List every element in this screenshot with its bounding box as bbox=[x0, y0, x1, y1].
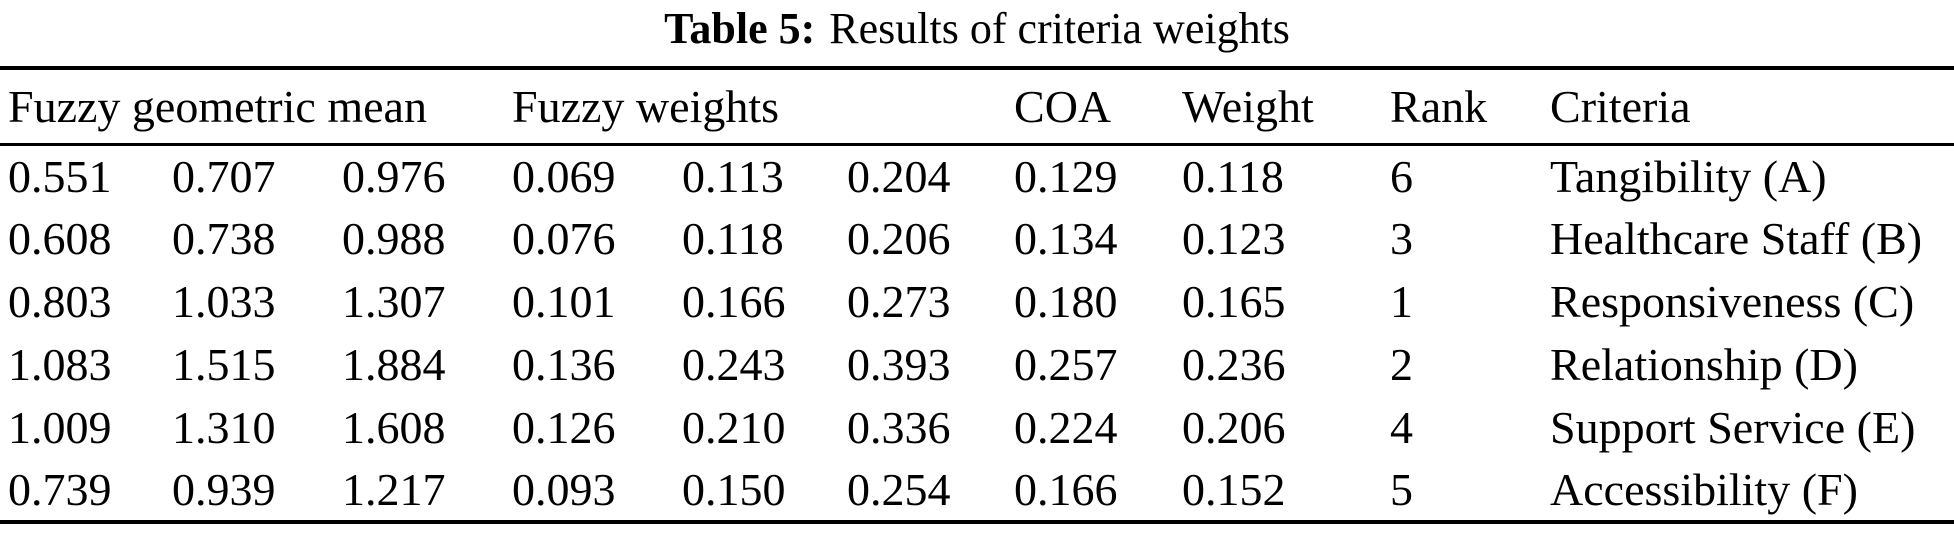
cell-weight: 0.206 bbox=[1182, 402, 1286, 454]
cell-fgm-m: 1.515 bbox=[172, 339, 276, 391]
cell-fgm-l: 0.739 bbox=[8, 464, 112, 516]
header-weight: Weight bbox=[1182, 68, 1391, 146]
table-caption-text: Results of criteria weights bbox=[829, 4, 1290, 53]
cell-coa: 0.134 bbox=[1014, 213, 1118, 265]
cell-criteria: Relationship (D) bbox=[1550, 339, 1858, 391]
cell-fw-l: 0.093 bbox=[512, 464, 616, 516]
cell-fgm-u: 1.608 bbox=[342, 402, 446, 454]
cell-criteria: Support Service (E) bbox=[1550, 402, 1916, 454]
cell-weight: 0.123 bbox=[1182, 213, 1286, 265]
header-fuzzy-geometric-mean: Fuzzy geometric mean bbox=[0, 68, 513, 146]
cell-fgm-u: 0.976 bbox=[342, 151, 446, 203]
cell-rank: 2 bbox=[1390, 339, 1414, 391]
cell-fw-m: 0.210 bbox=[682, 402, 786, 454]
cell-fw-m: 0.166 bbox=[682, 276, 786, 328]
cell-fgm-u: 1.307 bbox=[342, 276, 446, 328]
table-header: Fuzzy geometric mean Fuzzy weights COA W… bbox=[0, 68, 1954, 146]
cell-fw-u: 0.206 bbox=[847, 213, 951, 265]
cell-fw-m: 0.243 bbox=[682, 339, 786, 391]
cell-fgm-l: 0.551 bbox=[8, 151, 112, 203]
cell-fgm-u: 0.988 bbox=[342, 213, 446, 265]
cell-fgm-l: 1.009 bbox=[8, 402, 112, 454]
header-rank: Rank bbox=[1390, 68, 1551, 146]
cell-fw-u: 0.336 bbox=[847, 402, 951, 454]
table-row-healthcare-staff: 0.608 0.738 0.988 0.076 0.118 0.206 0.13… bbox=[0, 207, 1954, 270]
cell-coa: 0.129 bbox=[1014, 151, 1118, 203]
cell-rank: 6 bbox=[1390, 151, 1414, 203]
cell-fgm-m: 0.707 bbox=[172, 151, 276, 203]
cell-criteria: Accessibility (F) bbox=[1550, 464, 1858, 516]
cell-criteria: Healthcare Staff (B) bbox=[1550, 213, 1923, 265]
cell-fgm-m: 0.738 bbox=[172, 213, 276, 265]
header-fuzzy-weights: Fuzzy weights bbox=[512, 68, 1015, 146]
cell-fgm-u: 1.884 bbox=[342, 339, 446, 391]
header-criteria: Criteria bbox=[1550, 68, 1954, 146]
cell-fw-m: 0.118 bbox=[682, 213, 784, 265]
table-row-accessibility: 0.739 0.939 1.217 0.093 0.150 0.254 0.16… bbox=[0, 459, 1954, 522]
cell-fw-m: 0.150 bbox=[682, 464, 786, 516]
cell-rank: 3 bbox=[1390, 213, 1414, 265]
cell-fw-l: 0.076 bbox=[512, 213, 616, 265]
table-caption: Table 5: Results of criteria weights bbox=[0, 0, 1954, 53]
cell-fw-u: 0.254 bbox=[847, 464, 951, 516]
cell-coa: 0.257 bbox=[1014, 339, 1118, 391]
table-body: 0.551 0.707 0.976 0.069 0.113 0.204 0.12… bbox=[0, 144, 1954, 522]
cell-criteria: Tangibility (A) bbox=[1550, 151, 1827, 203]
cell-coa: 0.166 bbox=[1014, 464, 1118, 516]
cell-fw-l: 0.101 bbox=[512, 276, 616, 328]
cell-fw-m: 0.113 bbox=[682, 151, 784, 203]
table-row-relationship: 1.083 1.515 1.884 0.136 0.243 0.393 0.25… bbox=[0, 333, 1954, 396]
cell-weight: 0.152 bbox=[1182, 464, 1286, 516]
cell-fw-u: 0.273 bbox=[847, 276, 951, 328]
cell-rank: 4 bbox=[1390, 402, 1414, 454]
cell-weight: 0.165 bbox=[1182, 276, 1286, 328]
cell-coa: 0.224 bbox=[1014, 402, 1118, 454]
cell-fgm-l: 1.083 bbox=[8, 339, 112, 391]
cell-rank: 5 bbox=[1390, 464, 1414, 516]
header-coa: COA bbox=[1014, 68, 1183, 146]
cell-fw-u: 0.204 bbox=[847, 151, 951, 203]
cell-rank: 1 bbox=[1390, 276, 1414, 328]
cell-criteria: Responsiveness (C) bbox=[1550, 276, 1915, 328]
cell-fgm-l: 0.803 bbox=[8, 276, 112, 328]
cell-fgm-m: 0.939 bbox=[172, 464, 276, 516]
cell-fgm-u: 1.217 bbox=[342, 464, 446, 516]
cell-fw-l: 0.136 bbox=[512, 339, 616, 391]
table-row-support-service: 1.009 1.310 1.608 0.126 0.210 0.336 0.22… bbox=[0, 396, 1954, 459]
cell-weight: 0.236 bbox=[1182, 339, 1286, 391]
cell-weight: 0.118 bbox=[1182, 151, 1284, 203]
cell-fw-l: 0.126 bbox=[512, 402, 616, 454]
header-row: Fuzzy geometric mean Fuzzy weights COA W… bbox=[0, 68, 1954, 146]
cell-fw-l: 0.069 bbox=[512, 151, 616, 203]
cell-fgm-m: 1.033 bbox=[172, 276, 276, 328]
criteria-weights-table: Fuzzy geometric mean Fuzzy weights COA W… bbox=[0, 66, 1954, 525]
cell-fgm-m: 1.310 bbox=[172, 402, 276, 454]
cell-fgm-l: 0.608 bbox=[8, 213, 112, 265]
table-row-responsiveness: 0.803 1.033 1.307 0.101 0.166 0.273 0.18… bbox=[0, 270, 1954, 333]
table-caption-label: Table 5: bbox=[664, 4, 816, 53]
table-row-tangibility: 0.551 0.707 0.976 0.069 0.113 0.204 0.12… bbox=[0, 144, 1954, 207]
cell-coa: 0.180 bbox=[1014, 276, 1118, 328]
cell-fw-u: 0.393 bbox=[847, 339, 951, 391]
